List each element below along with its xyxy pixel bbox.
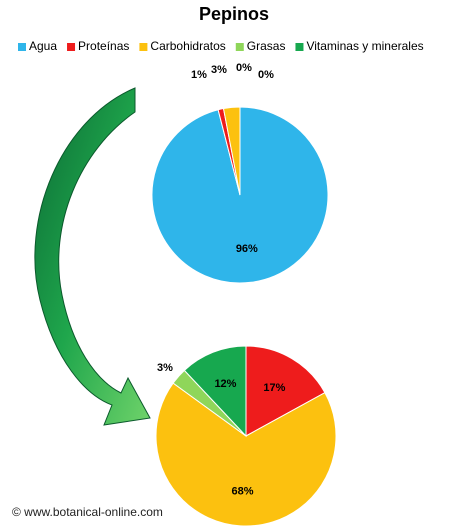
data-label: 3% bbox=[157, 362, 173, 374]
data-label: 0% bbox=[258, 69, 274, 81]
legend-swatch bbox=[235, 43, 244, 51]
legend-label: Agua bbox=[29, 39, 57, 53]
data-label: 0% bbox=[236, 62, 252, 74]
data-label: 17% bbox=[263, 382, 285, 394]
legend-swatch bbox=[295, 43, 304, 51]
legend-swatch bbox=[67, 43, 76, 51]
legend-swatch bbox=[18, 43, 26, 51]
data-label: 96% bbox=[236, 243, 258, 255]
data-label: 68% bbox=[231, 486, 253, 498]
pie-slice bbox=[183, 345, 247, 438]
data-label: 12% bbox=[214, 378, 236, 390]
chart-title: Pepinos bbox=[199, 4, 269, 24]
legend-label: Grasas bbox=[247, 39, 286, 53]
legend-swatch bbox=[139, 43, 148, 51]
source: © www.botanical-online.com bbox=[12, 505, 163, 519]
arrow bbox=[34, 87, 151, 426]
legend-label: Carbohidratos bbox=[150, 39, 225, 53]
pie-slice bbox=[155, 382, 337, 527]
pie-slice bbox=[245, 345, 326, 437]
data-label: 3% bbox=[211, 64, 227, 76]
legend-label: Vitaminas y minerales bbox=[306, 39, 423, 53]
legend-label: Proteínas bbox=[78, 39, 129, 53]
data-label: 1% bbox=[191, 69, 207, 81]
